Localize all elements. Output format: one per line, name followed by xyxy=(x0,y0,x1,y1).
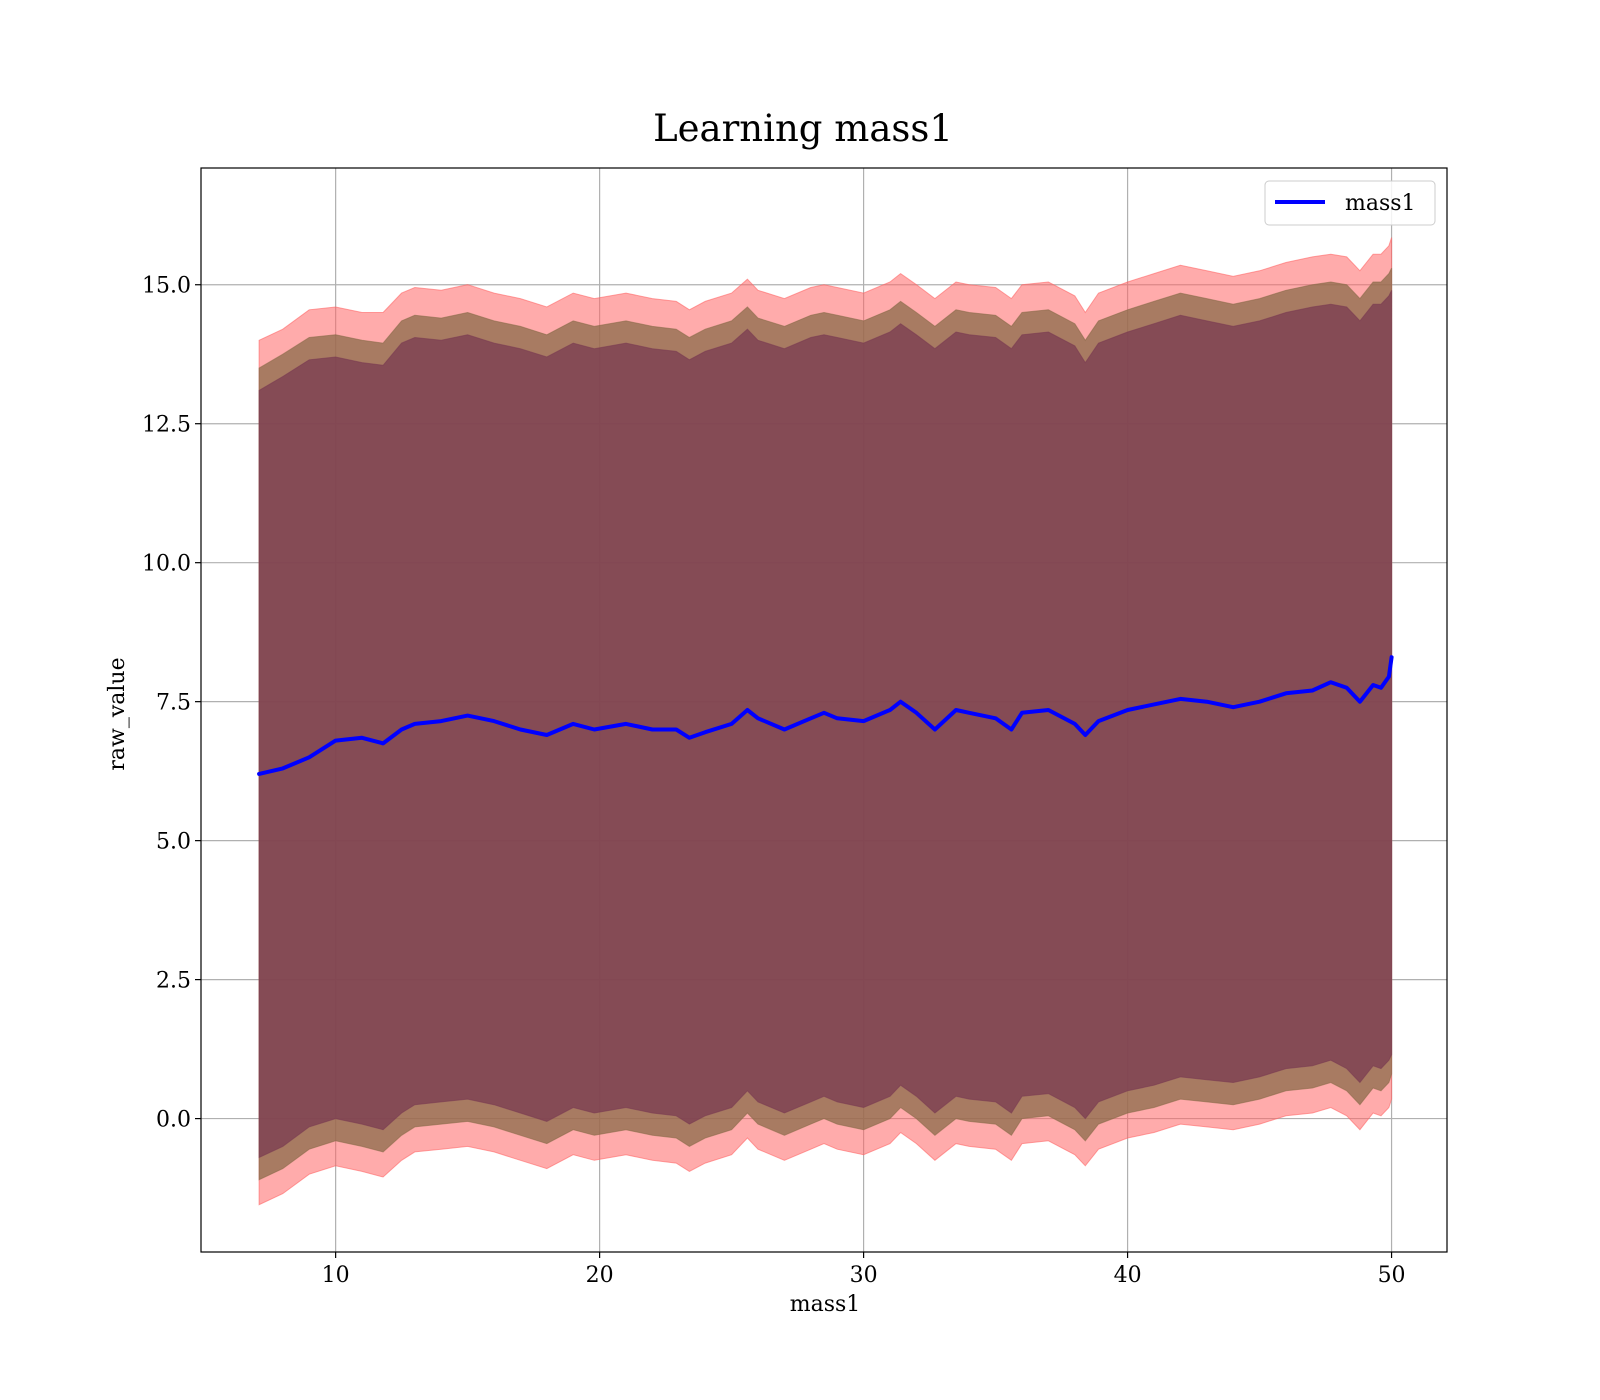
confidence-bands xyxy=(258,237,1393,1206)
x-tick-label: 40 xyxy=(1114,1263,1142,1288)
y-tick-label: 10.0 xyxy=(142,552,191,577)
x-axis-label: mass1 xyxy=(790,1292,861,1317)
y-tick-label: 7.5 xyxy=(156,691,191,716)
y-tick-label: 0.0 xyxy=(156,1108,191,1133)
y-tick-label: 5.0 xyxy=(156,830,191,855)
chart-title: Learning mass1 xyxy=(653,107,953,150)
ticks: 10 20 30 40 50 0.0 2.5 5.0 7.5 10.0 12.5 15.0 xyxy=(142,274,1406,1288)
legend: mass1 xyxy=(1264,180,1436,226)
series-lines xyxy=(257,655,1394,776)
x-tick-label: 20 xyxy=(586,1263,614,1288)
band-3 xyxy=(258,290,1393,1159)
x-tick-label: 10 xyxy=(322,1263,350,1288)
x-tick-label: 50 xyxy=(1378,1263,1406,1288)
y-axis-label: raw_value xyxy=(105,657,130,770)
legend-label: mass1 xyxy=(1345,191,1416,216)
plot-frame xyxy=(200,167,1448,1253)
legend-box xyxy=(1264,180,1436,226)
y-tick-label: 12.5 xyxy=(142,413,191,438)
y-tick-label: 2.5 xyxy=(156,969,191,994)
y-tick-label: 15.0 xyxy=(142,274,191,299)
series-line-1 xyxy=(257,655,1394,776)
x-tick-label: 30 xyxy=(850,1263,878,1288)
